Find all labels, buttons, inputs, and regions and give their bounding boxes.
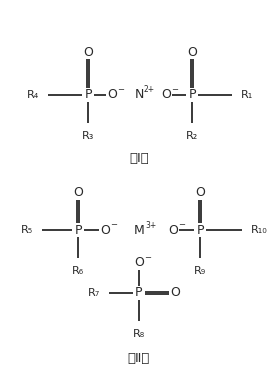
Text: O: O [83, 45, 93, 58]
Text: O: O [195, 187, 205, 200]
Text: O: O [168, 223, 178, 237]
Text: O: O [170, 286, 180, 300]
Text: −: − [144, 253, 151, 263]
Text: −: − [171, 86, 178, 94]
Text: P: P [84, 88, 92, 101]
Text: 3+: 3+ [145, 220, 156, 230]
Text: O: O [134, 257, 144, 270]
Text: 2+: 2+ [144, 86, 155, 94]
Text: −: − [117, 86, 124, 94]
Text: R₁: R₁ [241, 90, 253, 100]
Text: （Ⅰ）: （Ⅰ） [129, 152, 149, 164]
Text: N: N [134, 88, 144, 101]
Text: O: O [73, 187, 83, 200]
Text: O: O [187, 45, 197, 58]
Text: −: − [110, 220, 117, 230]
Text: P: P [196, 223, 204, 237]
Text: R₆: R₆ [72, 266, 84, 276]
Text: P: P [188, 88, 196, 101]
Text: −: − [178, 220, 185, 230]
Text: （Ⅱ）: （Ⅱ） [128, 351, 150, 364]
Text: R₇: R₇ [88, 288, 100, 298]
Text: R₄: R₄ [27, 90, 39, 100]
Text: R₈: R₈ [133, 329, 145, 339]
Text: O: O [161, 88, 171, 101]
Text: P: P [74, 223, 82, 237]
Text: R₉: R₉ [194, 266, 206, 276]
Text: R₁₀: R₁₀ [251, 225, 268, 235]
Text: M: M [134, 223, 144, 237]
Text: R₃: R₃ [82, 131, 94, 141]
Text: P: P [135, 286, 143, 300]
Text: O: O [107, 88, 117, 101]
Text: O: O [100, 223, 110, 237]
Text: R₂: R₂ [186, 131, 198, 141]
Text: R₅: R₅ [21, 225, 33, 235]
